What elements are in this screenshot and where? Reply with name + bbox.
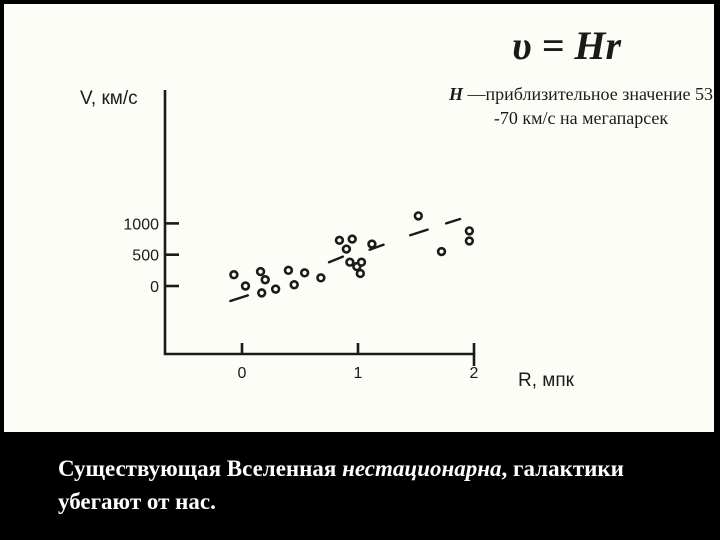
formula-velocity-symbol: υ (512, 23, 532, 68)
caption-part-1: Существующая Вселенная (58, 456, 343, 481)
data-point (229, 270, 239, 280)
chart-axes (163, 90, 476, 366)
hubble-formula: υ = Hr (512, 22, 621, 69)
trend-segment (409, 228, 429, 237)
data-point (257, 288, 267, 298)
y-tick-labels: 1000 500 0 (123, 216, 159, 296)
data-points (229, 211, 475, 298)
data-point (464, 236, 475, 246)
y-tick-label: 0 (150, 279, 159, 296)
data-point (464, 226, 475, 236)
slide-caption: Существующая Вселенная нестационарна, га… (58, 452, 698, 518)
data-point (345, 257, 355, 267)
data-point (356, 257, 367, 267)
data-point (289, 280, 299, 290)
x-axis-label: R, мпк (518, 370, 575, 391)
hubble-scatter-chart: V, км/с R, мпк 1000 500 0 0 1 2 (80, 88, 575, 391)
x-tick-label: 2 (470, 365, 479, 382)
data-point (283, 265, 294, 276)
data-point (341, 244, 352, 254)
trend-segment (444, 217, 462, 225)
data-point (355, 268, 366, 279)
y-tick-label: 1000 (123, 216, 159, 233)
data-point (334, 235, 345, 246)
y-tick-label: 500 (132, 248, 159, 265)
caption-part-3: , галактики убегают от нас. (58, 456, 624, 514)
trend-segment (327, 255, 345, 264)
x-tick-label: 1 (354, 365, 363, 382)
trend-segment (368, 243, 385, 251)
data-point (260, 275, 270, 285)
slide-panel: V, км/с R, мпк 1000 500 0 0 1 2 υ = Hr H —пр… (4, 4, 714, 432)
trend-segment (229, 294, 250, 303)
data-point (413, 211, 424, 221)
data-point (270, 284, 281, 294)
formula-rest: = Hr (531, 23, 622, 68)
x-tick-label: 0 (238, 365, 247, 382)
axis-ticks (165, 222, 476, 354)
data-point (367, 239, 377, 249)
note-h-symbol: H (448, 84, 463, 104)
caption-italic-word: нестационарна (342, 456, 502, 481)
data-point (255, 266, 266, 277)
data-point (316, 273, 326, 283)
x-tick-labels: 0 1 2 (238, 365, 479, 382)
data-point (240, 281, 251, 291)
note-text: —приблизительное значение 53 -70 км/с на… (462, 84, 714, 128)
data-point (299, 268, 310, 278)
data-point (436, 246, 447, 257)
data-point (347, 234, 357, 244)
hubble-constant-note: H —приблизительное значение 53 -70 км/с … (448, 82, 714, 130)
y-axis-label: V, км/с (80, 88, 138, 109)
trend-segments (229, 217, 462, 303)
